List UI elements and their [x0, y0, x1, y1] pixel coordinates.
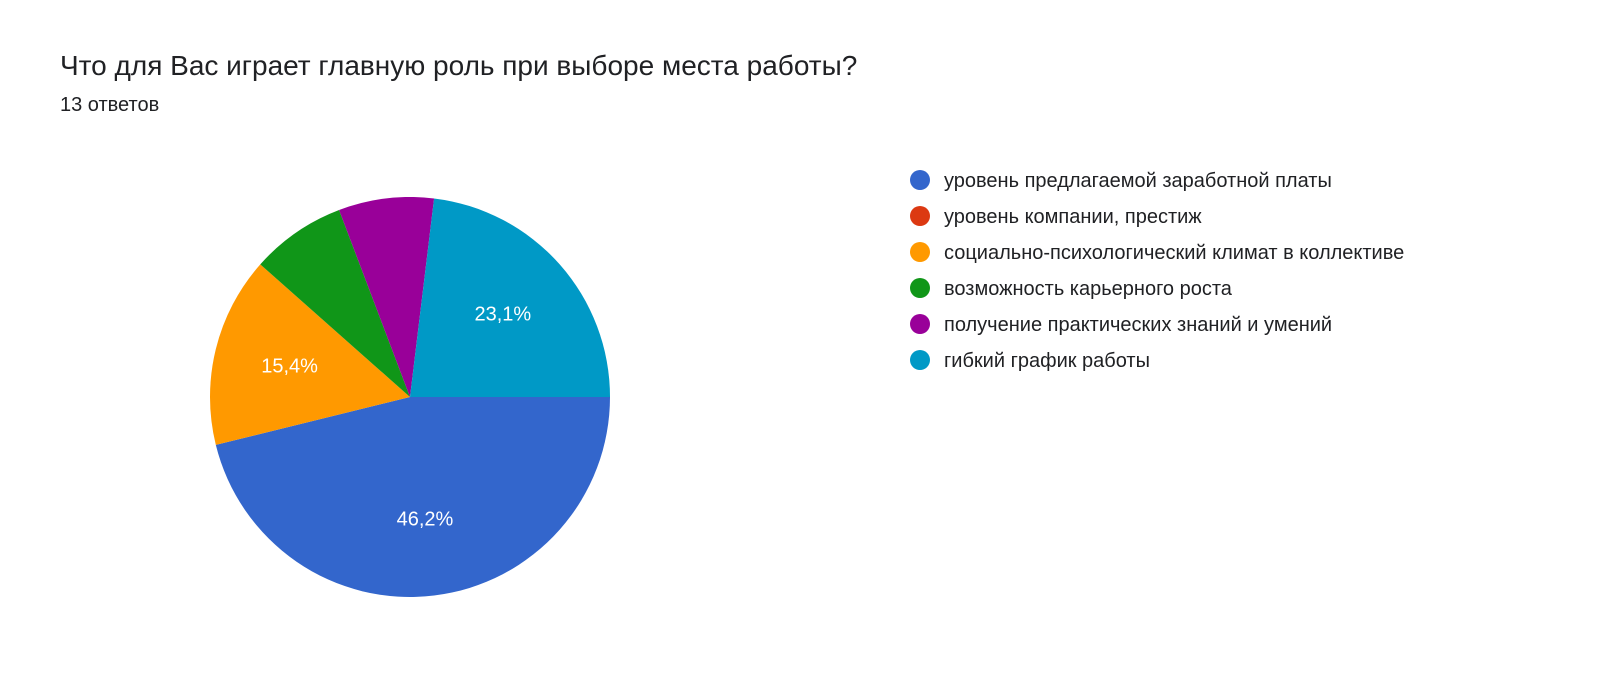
legend-label: уровень предлагаемой заработной платы: [944, 167, 1332, 195]
legend-item[interactable]: социально-психологический климат в колле…: [910, 239, 1404, 267]
legend-swatch: [910, 242, 930, 262]
chart-subtitle: 13 ответов: [60, 94, 1540, 117]
legend-swatch: [910, 278, 930, 298]
pie-wrap: 46,2% 15,4% 23,1%: [60, 147, 760, 647]
legend-label: возможность карьерного роста: [944, 275, 1232, 303]
slice-label: 23,1%: [474, 303, 531, 326]
pie-slice[interactable]: [410, 198, 610, 397]
legend-item[interactable]: получение практических знаний и умений: [910, 311, 1404, 339]
legend-item[interactable]: уровень предлагаемой заработной платы: [910, 167, 1404, 195]
slice-label: 46,2%: [397, 509, 454, 532]
slice-label: 15,4%: [261, 356, 318, 379]
legend-item[interactable]: уровень компании, престиж: [910, 203, 1404, 231]
pie-svg: [210, 197, 610, 597]
legend-label: получение практических знаний и умений: [944, 311, 1332, 339]
legend-swatch: [910, 170, 930, 190]
chart-container: Что для Вас играет главную роль при выбо…: [0, 0, 1600, 647]
legend-label: гибкий график работы: [944, 347, 1150, 375]
legend-label: уровень компании, престиж: [944, 203, 1202, 231]
legend-swatch: [910, 350, 930, 370]
legend-swatch: [910, 314, 930, 334]
legend-item[interactable]: возможность карьерного роста: [910, 275, 1404, 303]
legend-item[interactable]: гибкий график работы: [910, 347, 1404, 375]
legend-swatch: [910, 206, 930, 226]
pie-chart: 46,2% 15,4% 23,1%: [210, 197, 610, 597]
chart-area: 46,2% 15,4% 23,1% уровень предлагаемой зар…: [60, 147, 1540, 647]
chart-title: Что для Вас играет главную роль при выбо…: [60, 50, 1540, 82]
legend: уровень предлагаемой заработной платы уро…: [910, 167, 1404, 383]
legend-label: социально-психологический климат в колле…: [944, 239, 1404, 267]
